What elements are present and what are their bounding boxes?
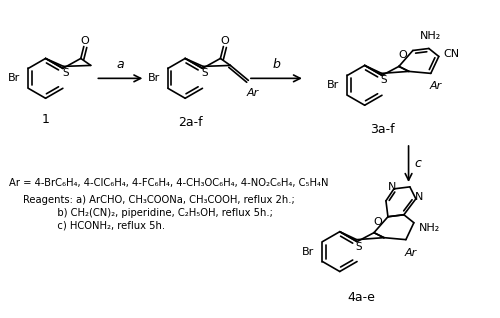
Text: S: S [356, 242, 362, 252]
Text: Ar: Ar [430, 81, 442, 91]
Text: CN: CN [444, 50, 460, 59]
Text: Ar = 4-BrC₆H₄, 4-ClC₆H₄, 4-FC₆H₄, 4-CH₃OC₆H₄, 4-NO₂C₆H₄, C₅H₄N: Ar = 4-BrC₆H₄, 4-ClC₆H₄, 4-FC₆H₄, 4-CH₃O… [8, 178, 328, 188]
Text: 1: 1 [42, 113, 50, 126]
Text: NH₂: NH₂ [420, 31, 442, 40]
Text: S: S [202, 68, 208, 79]
Text: O: O [374, 217, 382, 227]
Text: 2a-f: 2a-f [178, 116, 203, 129]
Text: S: S [62, 68, 69, 79]
Text: Ar: Ar [246, 88, 258, 98]
Text: O: O [80, 36, 89, 45]
Text: Br: Br [302, 247, 314, 257]
Text: 3a-f: 3a-f [370, 123, 395, 136]
Text: N: N [414, 192, 423, 202]
Text: 4a-e: 4a-e [348, 291, 376, 304]
Text: Br: Br [327, 80, 340, 90]
Text: O: O [398, 51, 407, 60]
Text: Ar: Ar [404, 248, 417, 258]
Text: b: b [272, 59, 280, 71]
Text: c: c [414, 157, 422, 170]
Text: Br: Br [8, 73, 20, 83]
Text: c) HCONH₂, reflux 5h.: c) HCONH₂, reflux 5h. [22, 221, 165, 231]
Text: NH₂: NH₂ [419, 223, 440, 233]
Text: b) CH₂(CN)₂, piperidine, C₂H₅OH, reflux 5h.;: b) CH₂(CN)₂, piperidine, C₂H₅OH, reflux … [22, 208, 272, 218]
Text: S: S [380, 75, 387, 85]
Text: O: O [220, 36, 229, 45]
Text: N: N [388, 182, 396, 192]
Text: Br: Br [148, 73, 160, 83]
Text: a: a [116, 59, 124, 71]
Text: Reagents: a) ArCHO, CH₃COONa, CH₃COOH, reflux 2h.;: Reagents: a) ArCHO, CH₃COONa, CH₃COOH, r… [22, 195, 294, 205]
